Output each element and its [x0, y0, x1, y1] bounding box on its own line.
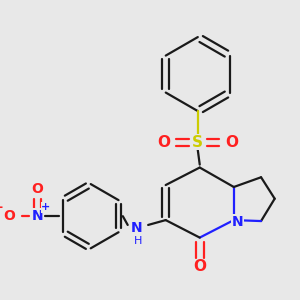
Text: N: N: [232, 215, 244, 229]
Text: O: O: [225, 135, 239, 150]
Text: N: N: [32, 209, 43, 223]
Text: S: S: [192, 135, 203, 150]
Text: O: O: [193, 259, 206, 274]
Text: O: O: [157, 135, 170, 150]
Text: H: H: [134, 236, 142, 245]
Text: N: N: [131, 221, 142, 235]
Text: O: O: [3, 209, 15, 223]
Text: O: O: [31, 182, 43, 196]
Text: -: -: [0, 201, 3, 214]
Text: +: +: [41, 202, 51, 212]
